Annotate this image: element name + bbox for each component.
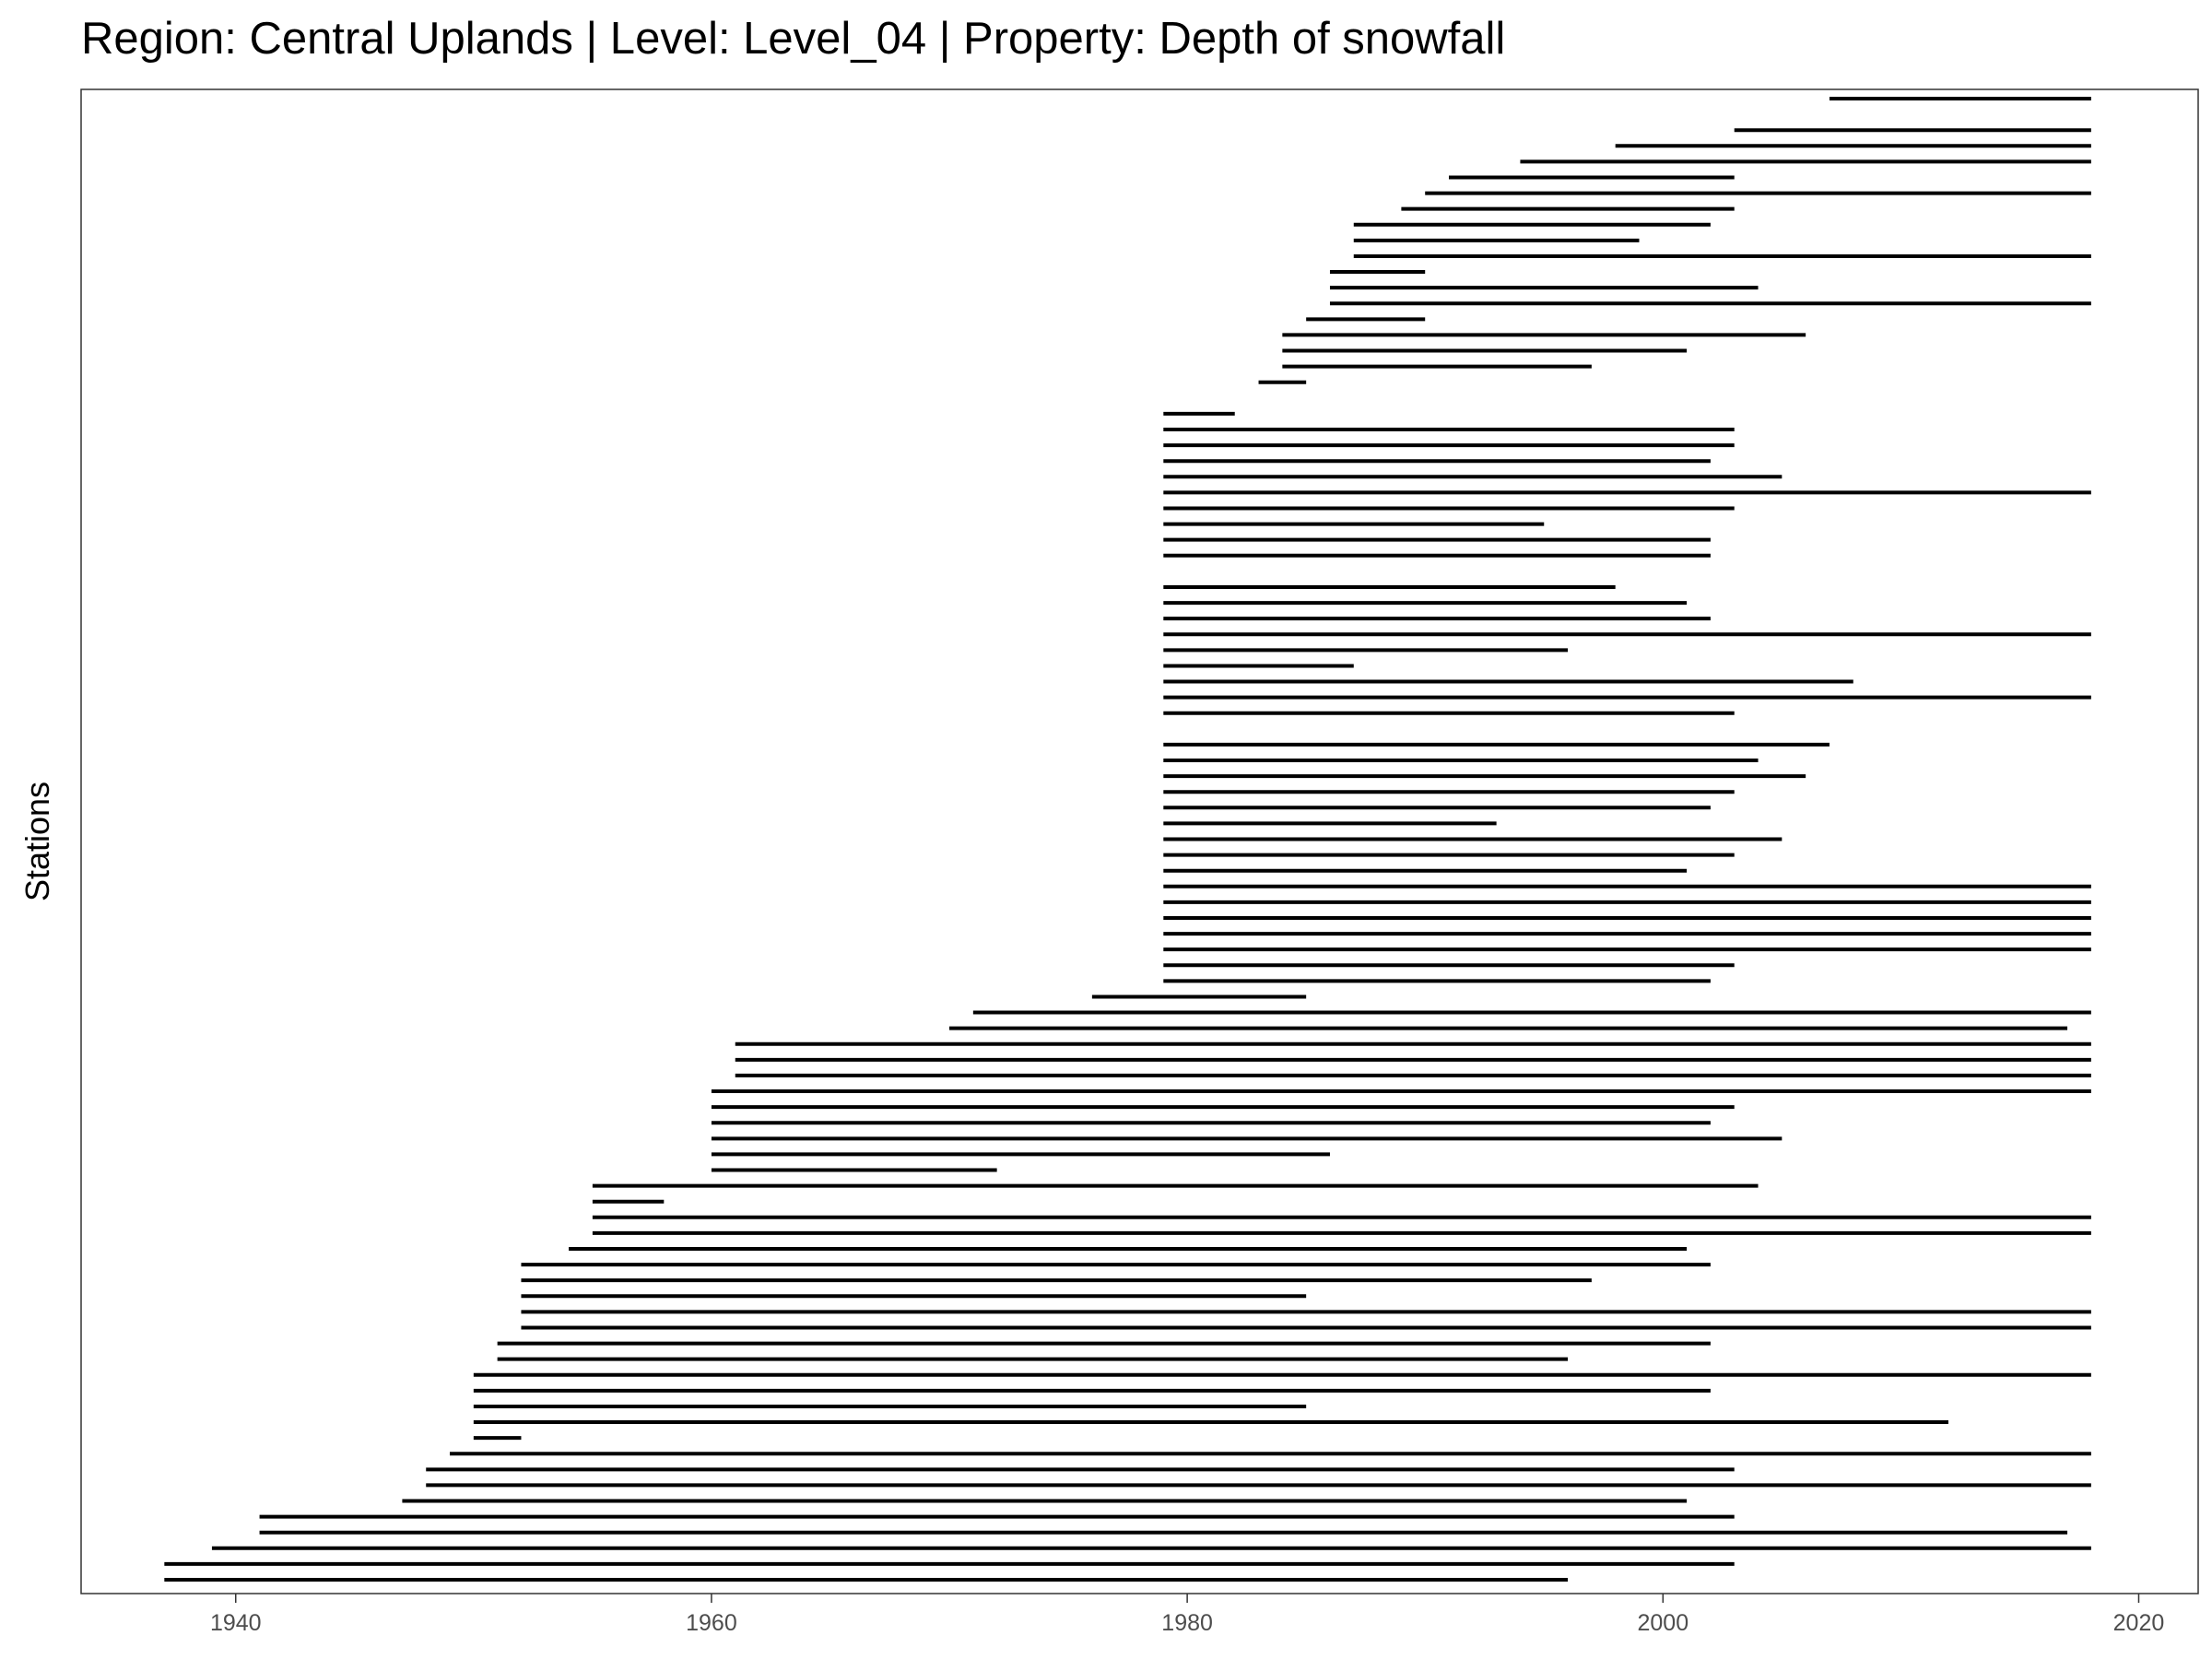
plot-panel [80,88,2199,1594]
x-axis: 1940 1960 1980 2000 2020 [210,1594,2164,1636]
x-tick-label: 1980 [1161,1610,1213,1636]
segments-layer [164,97,2091,1582]
chart-title: Region: Central Uplands | Level: Level_0… [81,14,1506,64]
x-tick-label: 1960 [686,1610,737,1636]
x-tick-label: 1940 [210,1610,262,1636]
x-tick-label: 2000 [1637,1610,1688,1636]
x-tick-label: 2020 [2113,1610,2165,1636]
y-axis-title: Stations [18,782,56,901]
